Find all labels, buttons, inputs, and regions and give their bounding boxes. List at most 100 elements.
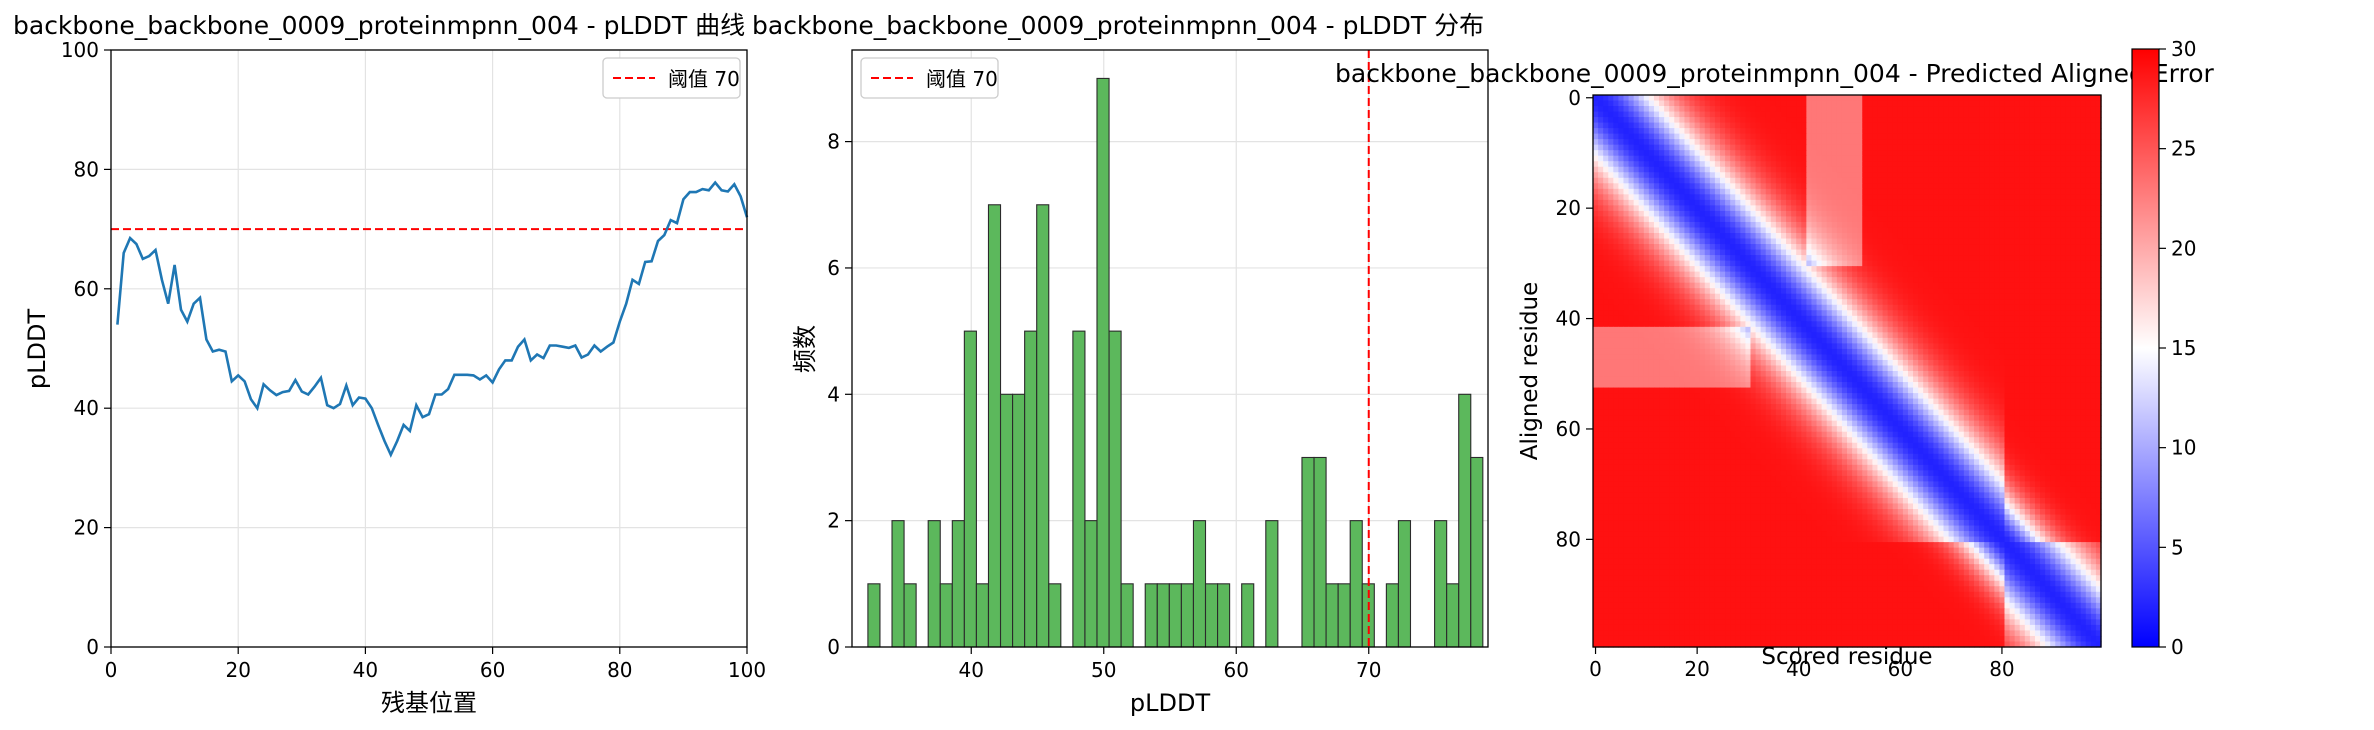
heatmap-cell — [1857, 172, 1863, 179]
heatmap-cell — [1684, 111, 1691, 118]
heatmap-cell — [1852, 122, 1858, 129]
heatmap-cell — [1963, 188, 1970, 195]
heatmap-cell — [1648, 166, 1655, 173]
heatmap-cell — [2004, 155, 2011, 162]
heatmap-cell — [1897, 205, 1904, 212]
heatmap-cell — [1730, 95, 1736, 102]
heatmap-cell — [1720, 249, 1726, 256]
heatmap-cell — [1653, 288, 1660, 295]
heatmap-cell — [1953, 249, 1960, 256]
heatmap-cell — [2065, 100, 2072, 107]
heatmap-cell — [1943, 266, 1950, 273]
heatmap-cell — [1653, 161, 1660, 168]
heatmap-cell — [2065, 155, 2072, 162]
heatmap-cell — [2040, 188, 2046, 195]
heatmap-cell — [1669, 216, 1675, 223]
heatmap-cell — [1755, 216, 1762, 223]
heatmap-cell — [1872, 277, 1879, 284]
heatmap-cell — [1826, 299, 1833, 306]
heatmap-cell — [1836, 332, 1843, 339]
heatmap-cell — [1669, 321, 1675, 328]
heatmap-cell — [2090, 282, 2097, 289]
heatmap-cell — [1938, 310, 1945, 317]
heatmap-cell — [2004, 337, 2011, 344]
heatmap-cell — [1862, 106, 1868, 113]
heatmap-cell — [1786, 183, 1792, 190]
heatmap-cell — [2050, 199, 2056, 206]
heatmap-cell — [2019, 139, 2026, 146]
heatmap-cell — [2040, 282, 2046, 289]
heatmap-cell — [1928, 271, 1934, 278]
heatmap-cell — [1674, 172, 1680, 179]
heatmap-cell — [1963, 117, 1970, 124]
heatmap-cell — [1902, 177, 1909, 184]
heatmap-cell — [1725, 128, 1731, 135]
heatmap-cell — [1608, 150, 1614, 157]
heatmap-cell — [1745, 238, 1752, 245]
heatmap-cell — [1679, 117, 1686, 124]
heatmap-cell — [1877, 216, 1884, 223]
heatmap-cell — [1958, 282, 1965, 289]
heatmap-cell — [1679, 216, 1686, 223]
heatmap-cell — [1720, 233, 1726, 240]
heatmap-cell — [1780, 205, 1787, 212]
heatmap-cell — [1806, 359, 1813, 367]
heatmap-cell — [1979, 233, 1985, 240]
heatmap-cell — [1684, 310, 1691, 317]
heatmap-cell — [1603, 199, 1609, 206]
heatmap-cell — [1780, 139, 1787, 146]
heatmap-cell — [1770, 133, 1777, 140]
heatmap-cell — [1674, 177, 1680, 184]
heatmap-cell — [1730, 337, 1736, 344]
heatmap-cell — [1714, 233, 1721, 240]
heatmap-cell — [1933, 304, 1940, 311]
heatmap-cell — [1953, 227, 1960, 234]
line-y-tick-label: 80 — [74, 157, 99, 181]
heatmap-cell — [1948, 271, 1955, 278]
heatmap-cell — [1669, 205, 1675, 212]
heatmap-cell — [1847, 227, 1853, 234]
heatmap-cell — [2055, 277, 2061, 284]
heatmap-cell — [1643, 111, 1650, 118]
heatmap-cell — [1857, 337, 1863, 344]
heatmap-cell — [2024, 133, 2031, 140]
heatmap-cell — [1979, 293, 1985, 300]
heatmap-cell — [1745, 348, 1752, 356]
heatmap-cell — [1618, 332, 1625, 339]
heatmap-cell — [1999, 348, 2006, 356]
heatmap-cell — [1608, 122, 1614, 129]
heatmap-cell — [2090, 133, 2097, 140]
heatmap-cell — [1989, 321, 1995, 328]
heatmap-cell — [1775, 100, 1782, 107]
heatmap-cell — [1984, 95, 1990, 102]
heatmap-cell — [1821, 244, 1828, 251]
heatmap-cell — [1694, 233, 1701, 240]
heatmap-cell — [1664, 188, 1670, 195]
heatmap-cell — [1730, 216, 1736, 223]
heatmap-cell — [1984, 266, 1990, 273]
heatmap-cell — [1714, 266, 1721, 273]
heatmap-cell — [1841, 282, 1848, 289]
heatmap-cell — [2095, 122, 2102, 129]
heatmap-cell — [1664, 238, 1670, 245]
heatmap-cell — [1669, 233, 1675, 240]
heatmap-cell — [1958, 194, 1965, 201]
heatmap-cell — [2060, 139, 2067, 146]
heatmap-cell — [1801, 139, 1807, 146]
heatmap-cell — [1720, 244, 1726, 251]
heatmap-cell — [1918, 183, 1924, 190]
heatmap-cell — [1648, 227, 1655, 234]
heatmap-cell — [1709, 255, 1716, 262]
heatmap-cell — [1735, 128, 1741, 135]
heatmap-cell — [1938, 299, 1945, 306]
heatmap-cell — [1882, 249, 1889, 256]
heatmap-cell — [2055, 282, 2061, 289]
heatmap-cell — [2075, 144, 2082, 151]
heatmap-cell — [2014, 111, 2021, 118]
heatmap-cell — [1720, 111, 1726, 118]
heatmap-cell — [2060, 183, 2067, 190]
heatmap-cell — [1847, 238, 1853, 245]
heatmap-cell — [1755, 150, 1762, 157]
heatmap-cell — [1643, 266, 1650, 273]
heatmap-cell — [1974, 216, 1980, 223]
